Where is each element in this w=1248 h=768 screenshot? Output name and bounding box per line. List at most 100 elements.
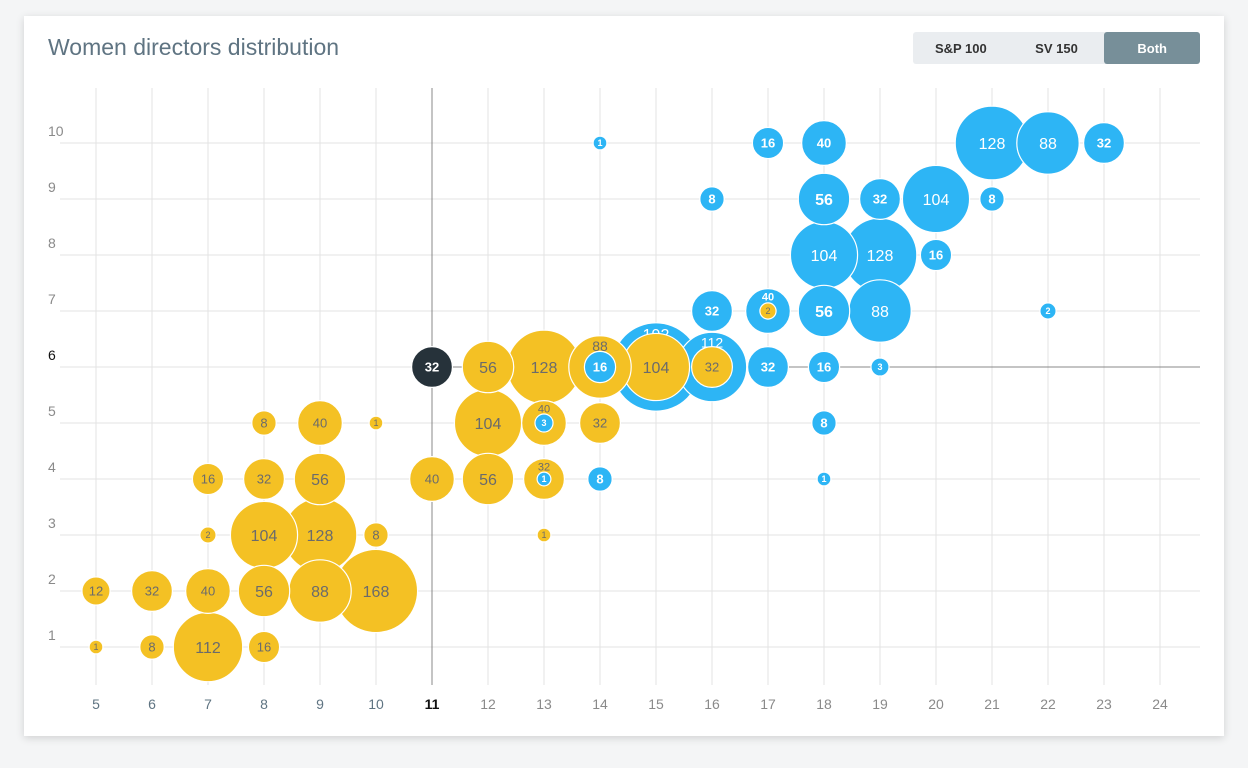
- bubble-label: 88: [871, 304, 889, 321]
- bubble-label: 56: [815, 304, 833, 321]
- bubble-label: 1: [373, 418, 378, 428]
- bubble-label: 40: [313, 416, 327, 431]
- sv150-bubble: [534, 413, 554, 433]
- sv150-bubble: [979, 186, 1005, 212]
- sp100-bubble: [578, 401, 622, 445]
- sv150-bubble: [797, 172, 851, 226]
- x-tick-label: 23: [1096, 696, 1112, 712]
- bubble-label: 2: [765, 306, 770, 316]
- sv150-bubble: [1016, 111, 1080, 175]
- bubble-label: 56: [479, 472, 497, 489]
- bubble-label: 3: [541, 418, 546, 428]
- bubble-label: 40: [425, 472, 439, 487]
- sp100-bubble: [191, 462, 225, 496]
- sp100-bubble: [690, 345, 734, 389]
- toggle-sp100[interactable]: S&P 100: [934, 40, 987, 56]
- bubble-label: 56: [479, 360, 497, 377]
- sv150-bubble: [1039, 302, 1057, 320]
- bubble-label: 112: [195, 640, 221, 657]
- sp100-bubble: [410, 345, 454, 389]
- bubble-label: 112: [701, 334, 724, 350]
- x-tick-label: 14: [592, 696, 608, 712]
- bubble-label: 32: [705, 360, 719, 375]
- sv150-bubble: [870, 357, 890, 377]
- bubble-label: 1: [597, 138, 602, 148]
- y-tick-label: 6: [48, 347, 56, 363]
- x-tick-label: 20: [928, 696, 944, 712]
- bubble-label: 88: [1039, 136, 1057, 153]
- bubble-label: 16: [761, 136, 775, 151]
- bubble-label: 104: [251, 528, 278, 545]
- x-tick-label: 19: [872, 696, 888, 712]
- sv150-bubble: [690, 289, 734, 333]
- sv150-bubble: [816, 471, 832, 487]
- bubble-label: 88: [592, 338, 608, 354]
- sv150-bubble: [699, 186, 725, 212]
- y-tick-label: 10: [48, 123, 64, 139]
- bubble-label: 104: [811, 248, 838, 265]
- bubble-label: 8: [148, 640, 155, 655]
- bubble-label: 128: [979, 136, 1006, 153]
- bubble-label: 32: [1097, 136, 1111, 151]
- x-tick-label: 17: [760, 696, 776, 712]
- bubble-label: 32: [593, 416, 607, 431]
- sp100-bubble: [363, 522, 389, 548]
- y-tick-label: 1: [48, 627, 56, 643]
- y-tick-label: 9: [48, 179, 56, 195]
- bubble-label: 32: [145, 584, 159, 599]
- bubble-label: 32: [425, 360, 439, 375]
- sp100-bubble: [293, 452, 347, 506]
- sv150-bubble: [592, 135, 608, 151]
- x-tick-label: 9: [316, 696, 324, 712]
- sp100-bubble: [759, 302, 777, 320]
- sp100-bubble: [242, 457, 286, 501]
- bubble-label: 16: [257, 640, 271, 655]
- bubble-label: 104: [643, 360, 670, 377]
- bubble-label: 12: [89, 584, 103, 599]
- x-tick-label: 13: [536, 696, 552, 712]
- bubble-label: 16: [817, 360, 831, 375]
- chart-title: Women directors distribution: [48, 34, 340, 60]
- toggle-both[interactable]: Both: [1104, 32, 1201, 64]
- bubble-label: 2: [1045, 306, 1050, 316]
- bubble-label: 1: [821, 474, 826, 484]
- y-tick-label: 3: [48, 515, 56, 531]
- sp100-bubble: [251, 410, 277, 436]
- x-tick-label: 6: [148, 696, 156, 712]
- bubble-label: 128: [867, 248, 894, 265]
- bubble-label: 2: [205, 530, 210, 540]
- bubble-label: 88: [311, 584, 329, 601]
- y-tick-label: 7: [48, 291, 56, 307]
- bubble-label: 8: [260, 416, 267, 431]
- bubble-label: 3: [877, 362, 882, 372]
- sp100-bubble: [461, 452, 515, 506]
- x-tick-label: 16: [704, 696, 720, 712]
- sv150-bubble: [807, 350, 841, 384]
- x-tick-label: 5: [92, 696, 100, 712]
- x-tick-label: 11: [425, 696, 440, 712]
- bubble-label: 104: [923, 192, 950, 209]
- bubble-label: 56: [815, 192, 833, 209]
- bubble-label: 32: [538, 462, 550, 474]
- dataset-toggle: S&P 100 SV 150 Both: [913, 32, 1201, 64]
- bubble-label: 1: [541, 474, 546, 484]
- sp100-bubble: [297, 400, 343, 446]
- toggle-sv150[interactable]: SV 150: [1035, 40, 1078, 56]
- sp100-bubble: [139, 634, 165, 660]
- sp100-bubble: [247, 630, 281, 664]
- x-tick-label: 15: [648, 696, 664, 712]
- bubble-label: 16: [593, 360, 607, 375]
- sp100-bubble: [409, 456, 455, 502]
- sp100-bubble: [461, 340, 515, 394]
- bubble-label: 40: [201, 584, 215, 599]
- sv150-bubble: [901, 164, 971, 234]
- bubble-label: 16: [929, 248, 943, 263]
- sv150-bubble: [858, 177, 902, 221]
- x-tick-label: 18: [816, 696, 832, 712]
- bubble-label: 32: [873, 192, 887, 207]
- sp100-bubble: [199, 526, 217, 544]
- x-tick-label: 24: [1152, 696, 1168, 712]
- bubble-label: 8: [988, 192, 995, 207]
- bubble-label: 56: [311, 472, 329, 489]
- bubble-label: 32: [257, 472, 271, 487]
